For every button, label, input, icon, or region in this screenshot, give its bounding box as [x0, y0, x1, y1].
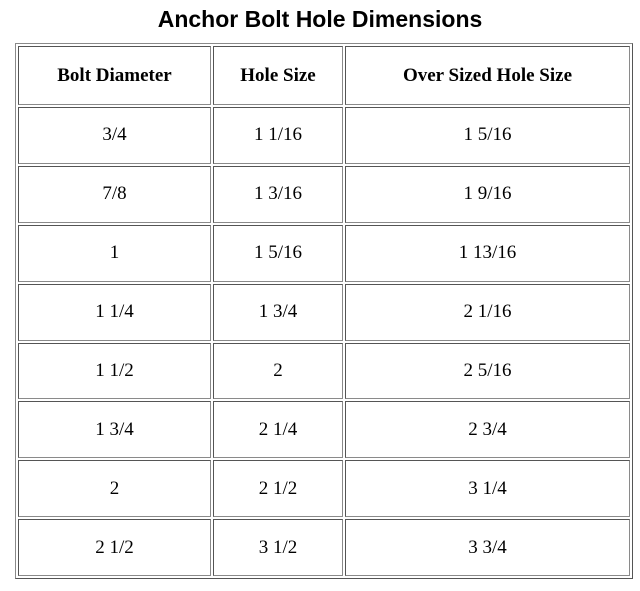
- table-cell: 2 1/16: [345, 283, 630, 341]
- table-row: 1 1/2 2 2 5/16: [18, 342, 630, 400]
- table-cell: 2: [18, 460, 211, 518]
- table-body: 3/4 1 1/16 1 5/16 7/8 1 3/16 1 9/16 1 1 5/16 1 1…: [18, 107, 630, 576]
- table-row: 2 1/2 3 1/2 3 3/4: [18, 519, 630, 576]
- table-cell: 1 9/16: [345, 165, 630, 223]
- header-row: Bolt Diameter Hole Size Over Sized Hole Si…: [18, 46, 630, 105]
- table-cell: 1 3/16: [213, 165, 343, 223]
- header-cell: Hole Size: [213, 46, 343, 105]
- table-row: 3/4 1 1/16 1 5/16: [18, 107, 630, 164]
- table-row: 1 3/4 2 1/4 2 3/4: [18, 401, 630, 459]
- table-row: 7/8 1 3/16 1 9/16: [18, 165, 630, 223]
- table-cell: 2 1/4: [213, 401, 343, 459]
- header-cell: Over Sized Hole Size: [345, 46, 630, 105]
- table-cell: 2: [213, 342, 343, 400]
- table-cell: 1 1/4: [18, 283, 211, 341]
- table-cell: 7/8: [18, 165, 211, 223]
- table-cell: 1 5/16: [345, 107, 630, 164]
- table-cell: 3 3/4: [345, 519, 630, 576]
- table-cell: 1 3/4: [18, 401, 211, 459]
- table-row: 1 1/4 1 3/4 2 1/16: [18, 283, 630, 341]
- table-cell: 2 1/2: [213, 460, 343, 518]
- page-title: Anchor Bolt Hole Dimensions: [157, 6, 483, 32]
- table-cell: 1 1/16: [213, 107, 343, 164]
- table-cell: 1 3/4: [213, 283, 343, 341]
- header-cell: Bolt Diameter: [18, 46, 211, 105]
- table-cell: 1 1/2: [18, 342, 211, 400]
- table-cell: 1 5/16: [213, 224, 343, 282]
- table-cell: 3/4: [18, 107, 211, 164]
- table-cell: 3 1/4: [345, 460, 630, 518]
- table-cell: 1 13/16: [345, 224, 630, 282]
- table-cell: 2 5/16: [345, 342, 630, 400]
- table-cell: 2 1/2: [18, 519, 211, 576]
- table-cell: 3 1/2: [213, 519, 343, 576]
- dimensions-table: Bolt Diameter Hole Size Over Sized Hole Si…: [15, 43, 633, 579]
- table-cell: 2 3/4: [345, 401, 630, 459]
- table-cell: 1: [18, 224, 211, 282]
